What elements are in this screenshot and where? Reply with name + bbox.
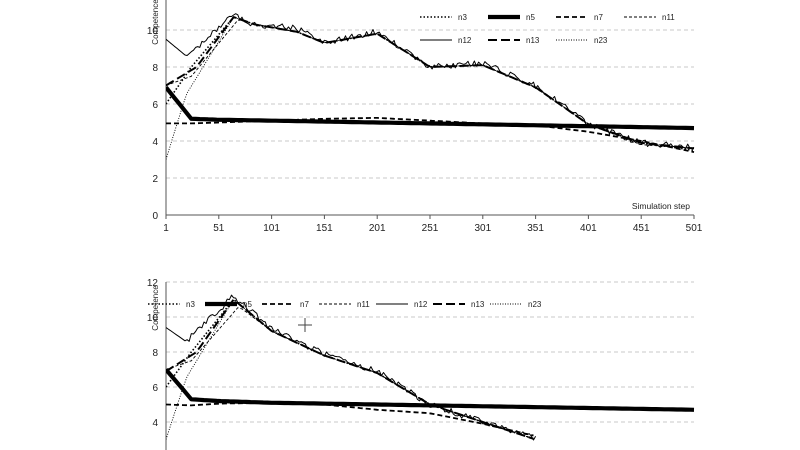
x-tick-label: 351	[527, 223, 544, 234]
legend-label-n12: n12	[414, 300, 428, 309]
x-tick-label: 301	[474, 223, 491, 234]
series-line-n11	[166, 19, 695, 149]
y-tick-label: 10	[147, 26, 159, 37]
y-tick-label: 10	[147, 313, 159, 324]
x-tick-label: 501	[686, 223, 703, 234]
x-tick-label: 1	[163, 223, 169, 234]
y-tick-label: 8	[152, 348, 158, 359]
series-line-n7	[166, 401, 534, 437]
x-tick-label: 251	[422, 223, 439, 234]
x-tick-label: 401	[580, 223, 597, 234]
x-tick-label: 51	[213, 223, 225, 234]
legend-label-n23: n23	[528, 300, 542, 309]
legend-label-n12: n12	[458, 36, 472, 45]
legend-label-n23: n23	[594, 36, 608, 45]
y-tick-label: 6	[152, 383, 158, 394]
y-tick-label: 8	[152, 63, 158, 74]
series-line-n23	[166, 299, 534, 440]
series-line-n3	[166, 16, 695, 152]
x-axis-label: Simulation step	[632, 201, 690, 211]
legend-label-n5: n5	[243, 300, 252, 309]
crosshair-cursor	[298, 318, 312, 332]
legend-label-n11: n11	[662, 13, 675, 22]
series-group	[166, 294, 695, 441]
y-tick-label: 6	[152, 100, 158, 111]
y-tick-label: 0	[152, 211, 158, 222]
x-tick-label: 451	[633, 223, 650, 234]
y-tick-label: 12	[147, 278, 159, 289]
series-line-n11	[166, 307, 534, 440]
legend-label-n11: n11	[357, 300, 370, 309]
legend-label-n7: n7	[300, 300, 309, 309]
x-tick-label: 201	[369, 223, 386, 234]
y-axis-label: Competence	[151, 0, 160, 45]
legend: n3 n5 n7 n11 n12 n13 n23	[420, 13, 675, 45]
x-tick-label: 151	[316, 223, 333, 234]
y-tick-label: 2	[152, 174, 158, 185]
legend-label-n7: n7	[594, 13, 603, 22]
series-line-n23	[166, 16, 695, 160]
y-tick-label: 4	[152, 418, 158, 429]
series-group	[166, 13, 695, 160]
y-tick-label: 4	[152, 137, 158, 148]
legend-label-n13: n13	[471, 300, 485, 309]
legend: n3 n5 n7 n11 n12 n13 n23	[148, 300, 542, 309]
legend-label-n3: n3	[186, 300, 195, 309]
x-tick-label: 101	[263, 223, 280, 234]
series-line-n7	[166, 117, 695, 153]
legend-label-n5: n5	[526, 13, 535, 22]
legend-label-n13: n13	[526, 36, 540, 45]
y-axis-label: Competence	[151, 285, 160, 331]
series-line-n5	[166, 85, 695, 131]
legend-label-n3: n3	[458, 13, 467, 22]
